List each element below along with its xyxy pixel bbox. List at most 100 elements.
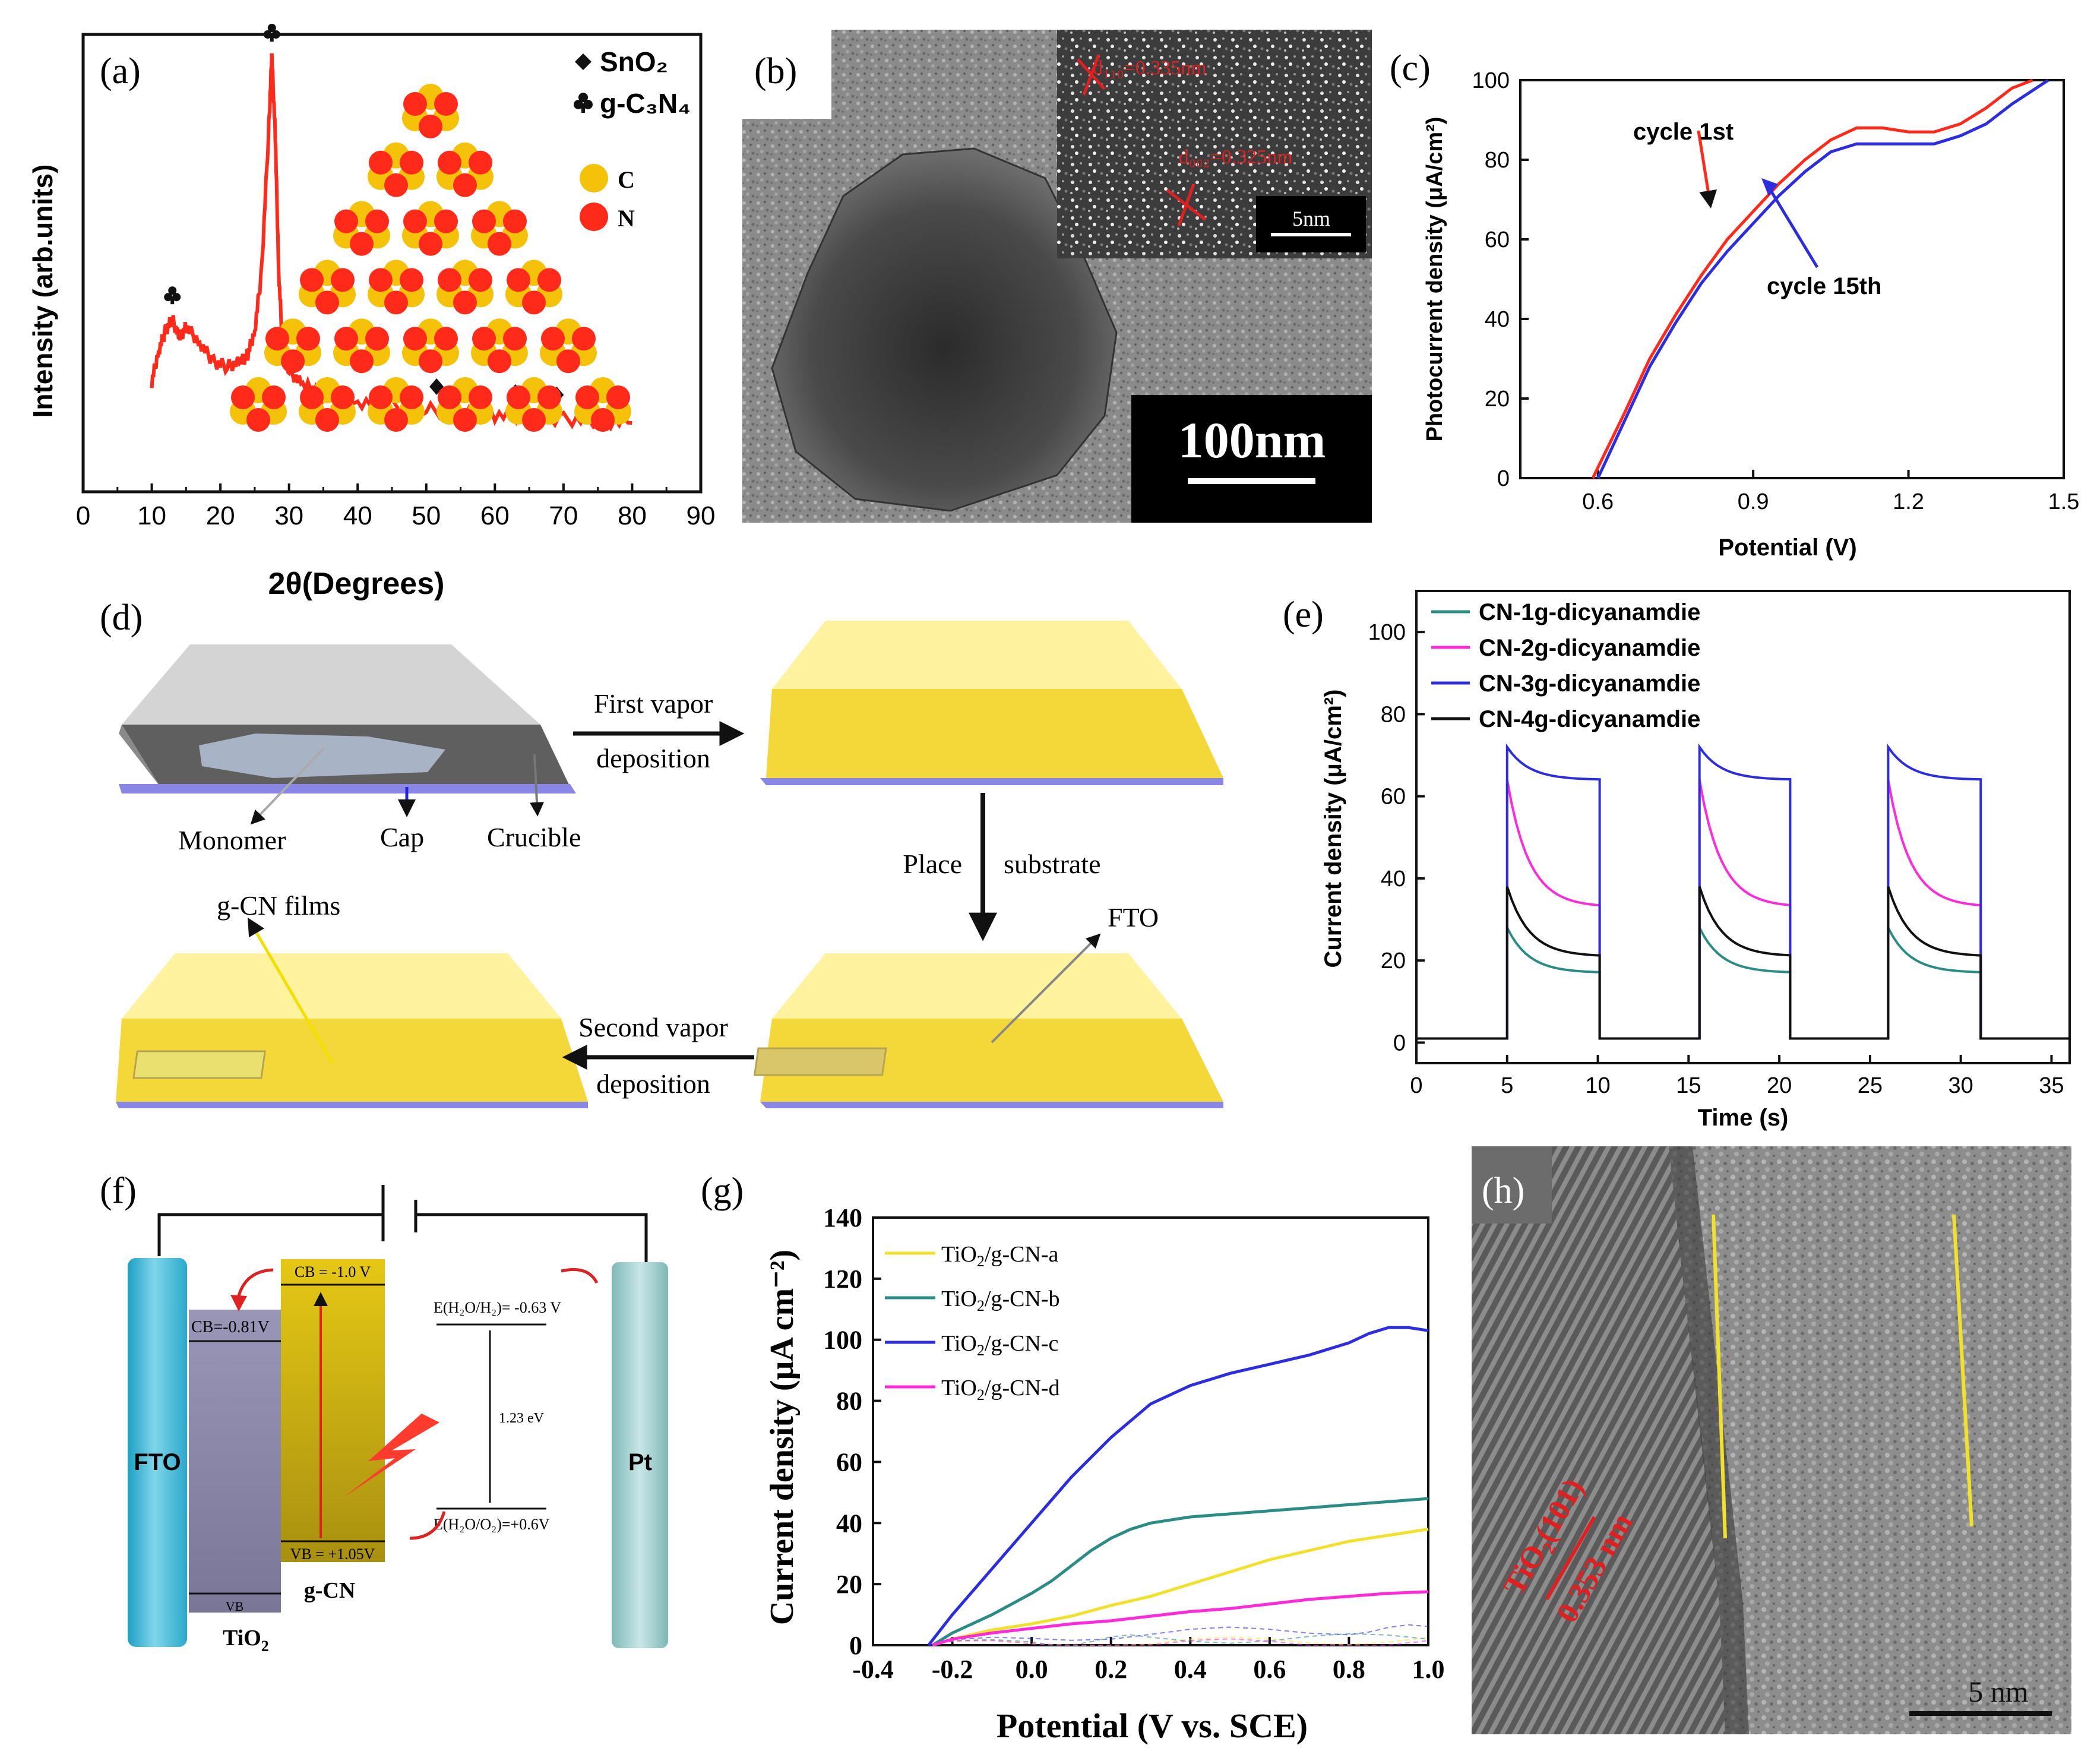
panel-h-marker-line-2	[1952, 1214, 1973, 1527]
panel-d-crucible-first-vapor	[760, 621, 1223, 785]
structure-ring	[574, 377, 631, 432]
structure-ring	[402, 201, 459, 256]
panel-f-light-bolt-icon	[344, 1414, 439, 1497]
panel-b-inset-scale-bg	[1256, 196, 1366, 252]
panel-a-x-label: 2θ(Degrees)	[268, 567, 445, 601]
panel-a-label: (a)	[100, 51, 141, 91]
panel-e-legend-2: CN-2g-dicyanamdie	[1479, 635, 1700, 661]
structure-ring	[368, 260, 425, 315]
panel-e-x-tick-label: 10	[1585, 1073, 1610, 1098]
panel-e-x-tick-label: 15	[1676, 1073, 1701, 1098]
panel-g-y-tick-label: 20	[836, 1570, 862, 1599]
panel-g-y-tick-label: 80	[836, 1387, 862, 1416]
panel-d-first-vapor-2: deposition	[596, 743, 710, 773]
panel-e: (e) 0 5 10 15 20 25 30 35 0 20 40 60 80 100 CN-1g-dic…	[1283, 590, 2071, 1131]
panel-f-electron-transfer-arrow	[236, 1268, 274, 1301]
panel-c-y-label: Photocurrent density (μA/cm²)	[1422, 117, 1447, 442]
panel-g-frame	[872, 1216, 1429, 1646]
panel-c-x-tick-label: 0.9	[1738, 489, 1769, 514]
panel-f-pt-label: Pt	[628, 1449, 652, 1475]
panel-a-legend-gc3n4: g-C₃N₄	[600, 88, 691, 119]
panel-g-x-tick-label: -0.2	[932, 1655, 973, 1684]
panel-d-second-vapor-1: Second vapor	[578, 1012, 728, 1042]
panel-e-y-tick-label: 80	[1381, 702, 1406, 727]
panel-a-x-tick-label: 70	[549, 501, 578, 530]
peak-club-icon	[263, 24, 280, 42]
panel-g-ticks: -0.4 -0.2 0.0 0.2 0.4 0.6 0.8 1.0 0 20 40 60 80 100 12…	[823, 1203, 1445, 1684]
panel-g-legend: TiO2/g-CN-a TiO2/g-CN-b TiO2/g-CN-c TiO2…	[885, 1242, 1060, 1403]
legend-nitrogen-icon	[580, 203, 608, 231]
structure-ring	[505, 260, 562, 315]
panel-b-lattice-2: d₀₀₂=0.325nm	[1179, 146, 1293, 168]
panel-d: (d) Monom	[100, 598, 1223, 1108]
structure-ring	[471, 318, 528, 374]
panel-g-x-tick-label: 0.8	[1333, 1655, 1365, 1684]
structure-ring	[436, 377, 494, 432]
panel-g-series	[927, 1326, 1429, 1647]
panel-g-x-tick-label: 1.0	[1412, 1655, 1445, 1684]
panel-h-scale-text: 5 nm	[1968, 1675, 2029, 1708]
panel-g-dark-current-line	[932, 1633, 1429, 1646]
panel-g-series-line	[927, 1326, 1429, 1646]
panel-a-x-tick-label: 0	[76, 501, 90, 530]
panel-b-inset-marks	[1077, 54, 1207, 226]
panel-g-y-tick-label: 40	[836, 1509, 862, 1538]
panel-g: (g) -0.4 -0.2 0.0 0.2 0.4 0.6 0.8 1.0 0 20 40 60 80 1…	[701, 1171, 1445, 1745]
legend-diamond-icon	[575, 53, 591, 70]
panel-b-inset-scale-text: 5nm	[1292, 207, 1330, 230]
panel-g-series-line	[932, 1590, 1429, 1647]
panel-a-g-c3n4-structure	[230, 84, 631, 432]
structure-ring	[299, 377, 356, 432]
panel-e-x-tick-label: 30	[1949, 1073, 1973, 1098]
structure-ring	[230, 377, 287, 432]
panel-e-frame	[1415, 590, 2071, 1064]
panel-c-y-tick-label: 80	[1485, 148, 1510, 173]
panel-f-tio2-vb: VB	[226, 1599, 244, 1614]
structure-ring	[368, 377, 425, 432]
panel-f: (f) FTO Pt CB=-0.81V VB TiO2 CB = -1.0 V…	[100, 1171, 668, 1655]
panel-d-crucible: Crucible	[487, 822, 581, 852]
panel-e-series-line	[1416, 886, 2070, 1040]
panel-c-series-cycle-15th	[1596, 78, 2049, 479]
panel-c-arrow-1st	[1697, 130, 1717, 208]
panel-e-series-line	[1416, 779, 2070, 1040]
panel-a-legend-sno2: SnO₂	[600, 46, 668, 77]
panel-e-x-label: Time (s)	[1698, 1105, 1789, 1131]
panel-g-x-label: Potential (V vs. SCE)	[997, 1706, 1308, 1745]
panel-f-circuit	[157, 1185, 648, 1262]
panel-c-x-label: Potential (V)	[1718, 535, 1856, 561]
panel-d-crucible-pointer	[530, 754, 545, 817]
panel-g-legend-a: TiO2/g-CN-a	[941, 1242, 1059, 1270]
panel-d-crucible-empty	[119, 644, 576, 794]
panel-f-gcn-label: g-CN	[304, 1578, 356, 1603]
panel-g-legend-b: TiO2/g-CN-b	[941, 1286, 1060, 1314]
panel-b: (b) d₁₁₀=0.335nm d₀₀₂=0.325nm 5nm 100nm	[742, 30, 1372, 523]
panel-h-interface	[1669, 1146, 1749, 1734]
panel-a-x-ticks: 0 10 20 30 40 50 60 70 80 90	[76, 483, 715, 530]
structure-ring	[333, 318, 390, 374]
panel-f-gcn-block	[281, 1259, 385, 1562]
panel-a-legend-c: C	[618, 166, 635, 193]
panel-f-tio2-cb: CB=-0.81V	[191, 1318, 270, 1336]
panel-g-x-tick-label: 0.0	[1016, 1655, 1048, 1684]
panel-f-gap-label: 1.23 eV	[499, 1411, 545, 1426]
panel-a-x-tick-label: 50	[412, 501, 441, 530]
panel-d-fto: FTO	[1108, 902, 1159, 932]
panel-g-x-tick-label: 0.2	[1095, 1655, 1127, 1684]
panel-b-particle	[771, 147, 1118, 512]
panel-a-legend: SnO₂ g-C₃N₄ C N	[574, 46, 691, 232]
panel-g-y-tick-label: 100	[823, 1326, 862, 1355]
panel-f-label: (f)	[100, 1171, 137, 1211]
panel-d-films-pointer	[247, 917, 334, 1064]
panel-e-series	[1416, 743, 2070, 1040]
panel-a-legend-n: N	[618, 205, 635, 232]
panel-g-dark-current-line	[932, 1638, 1429, 1646]
panel-h-label: (h)	[1482, 1171, 1524, 1211]
panel-a-y-label: Intensity (arb.units)	[27, 165, 58, 418]
legend-club-icon	[574, 93, 593, 113]
panel-f-gcn-vb: VB = +1.05V	[290, 1545, 375, 1563]
panel-f-hole-transfer-arrow	[409, 1511, 446, 1540]
panel-e-y-tick-label: 100	[1368, 620, 1406, 645]
panel-g-x-tick-label: -0.4	[852, 1655, 894, 1684]
peak-club-icon	[164, 286, 181, 305]
